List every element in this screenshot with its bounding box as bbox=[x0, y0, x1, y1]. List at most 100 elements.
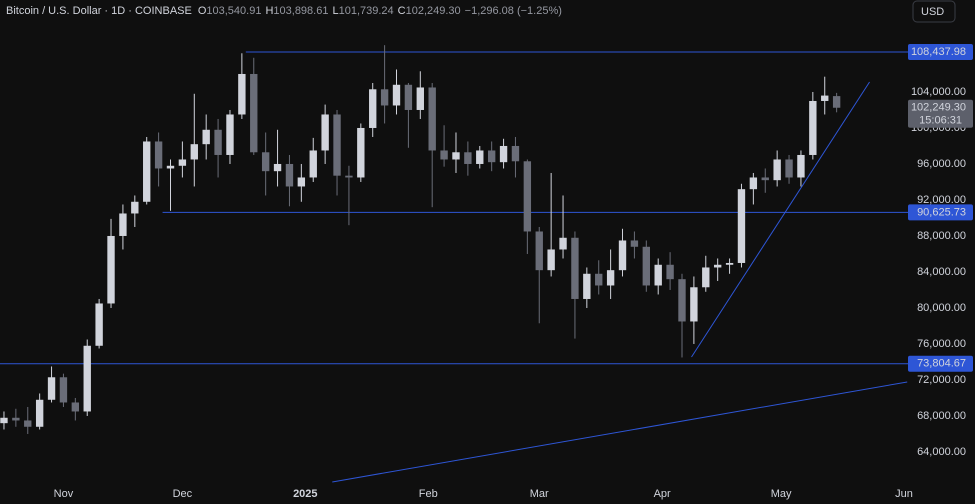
candle-body bbox=[773, 159, 781, 181]
title: Bitcoin / U.S. Dollar · 1D · COINBASE bbox=[6, 5, 192, 17]
level-label: 108,437.98 bbox=[911, 46, 966, 58]
candle-body bbox=[404, 84, 413, 110]
candle-body bbox=[511, 145, 520, 162]
last-price-box bbox=[908, 99, 973, 128]
candle-body bbox=[821, 95, 829, 101]
trend-line bbox=[332, 381, 908, 483]
candle-body bbox=[250, 73, 258, 153]
candle-body bbox=[273, 163, 282, 172]
candle-body bbox=[392, 84, 401, 106]
candle-body bbox=[642, 246, 650, 286]
candle-body bbox=[809, 100, 817, 155]
candle-body bbox=[428, 87, 436, 151]
candle-body bbox=[35, 399, 44, 427]
candle-body bbox=[309, 150, 317, 178]
y-tick-label: 84,000.00 bbox=[917, 266, 966, 278]
candle-body bbox=[0, 417, 8, 424]
candle-body bbox=[178, 159, 187, 166]
candle-body bbox=[499, 145, 508, 163]
candle-body bbox=[535, 231, 543, 271]
candle-body bbox=[464, 152, 472, 164]
candle-body bbox=[285, 163, 294, 187]
candle-body bbox=[166, 165, 175, 169]
candle-body bbox=[595, 273, 603, 286]
candle-body bbox=[785, 159, 793, 178]
candle-body bbox=[59, 377, 68, 403]
candle-body bbox=[345, 175, 353, 178]
candle-body bbox=[190, 144, 198, 160]
currency-button[interactable] bbox=[912, 0, 956, 23]
candle-body bbox=[12, 417, 20, 421]
ohlc-prefix: H bbox=[265, 5, 273, 17]
candle-body bbox=[547, 249, 555, 271]
ohlc-prefix: L bbox=[332, 5, 338, 17]
candle-body bbox=[571, 237, 579, 299]
level-label: 73,804.67 bbox=[917, 358, 966, 370]
candle-body bbox=[369, 89, 377, 128]
candle-body bbox=[606, 270, 615, 286]
candle-body bbox=[226, 114, 234, 155]
x-tick-label: Feb bbox=[419, 488, 438, 500]
candle-body bbox=[630, 240, 639, 247]
price-axis: 64,000.00 68,000.00 72,000.00 76,000.00 80,0… bbox=[908, 44, 973, 458]
y-tick-label: 64,000.00 bbox=[917, 446, 966, 458]
level-label-box bbox=[908, 355, 973, 372]
candle-body bbox=[832, 96, 841, 108]
candle-body bbox=[154, 141, 163, 169]
y-tick-label: 72,000.00 bbox=[917, 374, 966, 386]
y-tick-label: 104,000.00 bbox=[911, 86, 966, 98]
candle-body bbox=[107, 235, 115, 304]
candle-body bbox=[321, 114, 329, 151]
candle-body bbox=[24, 420, 32, 427]
candle-body bbox=[440, 150, 448, 160]
candle-body bbox=[559, 237, 567, 250]
x-tick-label: Apr bbox=[654, 488, 671, 500]
y-tick-label: 80,000.00 bbox=[917, 302, 966, 314]
y-tick-label: 96,000.00 bbox=[917, 158, 966, 170]
x-tick-label: Nov bbox=[54, 488, 74, 500]
candle-body bbox=[523, 161, 532, 232]
y-tick-label: 76,000.00 bbox=[917, 338, 966, 350]
ohlc-prefix: O bbox=[198, 5, 207, 17]
candle-body bbox=[690, 287, 698, 322]
candle-body bbox=[297, 177, 306, 187]
level-label: 90,625.73 bbox=[917, 206, 966, 218]
x-tick-label: Mar bbox=[530, 488, 549, 500]
candle-body bbox=[678, 279, 686, 322]
currency[interactable]: USD bbox=[921, 6, 944, 18]
candle-body bbox=[202, 129, 210, 145]
candle-body bbox=[357, 127, 365, 178]
candle-body bbox=[618, 240, 627, 271]
candle-body bbox=[725, 262, 734, 265]
candle-body bbox=[476, 150, 484, 164]
candle-body bbox=[47, 377, 56, 400]
candle-body bbox=[487, 150, 496, 163]
x-tick-label: Dec bbox=[173, 488, 193, 500]
candle-body bbox=[797, 154, 805, 178]
candle-body bbox=[737, 189, 746, 263]
y-tick-label: 92,000.00 bbox=[917, 194, 966, 206]
candle-body bbox=[333, 114, 341, 176]
candle-body bbox=[261, 152, 270, 172]
candle-body bbox=[713, 264, 722, 268]
ohlc-value: 103,540.91 bbox=[206, 5, 261, 17]
plot-area bbox=[0, 45, 908, 483]
level-label-box bbox=[908, 44, 973, 61]
change: −1,296.08 (−1.25%) bbox=[465, 5, 562, 17]
countdown: 15:06:31 bbox=[919, 115, 962, 127]
candle-body bbox=[416, 87, 424, 110]
y-tick-label: 88,000.00 bbox=[917, 230, 966, 242]
candle-body bbox=[143, 141, 151, 202]
candle-body bbox=[666, 264, 674, 280]
ohlc-value: 101,739.24 bbox=[339, 5, 394, 17]
y-tick-label: 100,000.00 bbox=[911, 122, 966, 134]
candle-body bbox=[238, 73, 246, 115]
x-tick-label: 2025 bbox=[293, 488, 317, 500]
ohlc-value: 102,249.30 bbox=[406, 5, 461, 17]
candle-body bbox=[749, 177, 758, 190]
x-tick-label: Jun bbox=[895, 488, 913, 500]
candle-body bbox=[654, 264, 662, 286]
candle-body bbox=[71, 402, 80, 412]
